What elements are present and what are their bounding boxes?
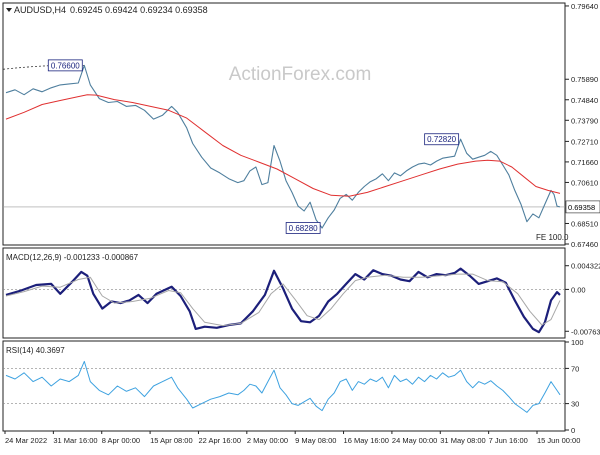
rsi-tick-label: 0 bbox=[571, 426, 575, 435]
price-level-label: 0.68280 bbox=[289, 224, 318, 233]
time-tick-label: 8 Apr 00:00 bbox=[102, 436, 140, 445]
dropdown-triangle-icon bbox=[6, 8, 12, 12]
rsi-series-layer bbox=[5, 360, 561, 413]
price-level-label-box bbox=[285, 222, 321, 234]
time-tick-label: 24 Mar 2022 bbox=[5, 436, 47, 445]
macd-title: MACD(12,26,9) -0.001233 -0.000867 bbox=[6, 253, 139, 262]
price-tick-label: 0.67460 bbox=[571, 240, 598, 249]
price-level-label: 0.72820 bbox=[427, 135, 456, 144]
rsi-tick-label: 30 bbox=[571, 400, 579, 409]
price-axis: 0.79640 0.75890 0.74840 0.73790 0.72710 0.716… bbox=[565, 2, 598, 249]
rsi-panel-frame bbox=[2, 340, 566, 432]
price-moving-average-line bbox=[5, 94, 561, 197]
current-price-line: 0.69358 bbox=[2, 64, 600, 214]
time-tick-label: 2 May 00:00 bbox=[247, 436, 288, 445]
price-level-label: 0.76600 bbox=[51, 61, 80, 70]
time-tick-label: 16 May 16:00 bbox=[344, 436, 389, 445]
rsi-rsi-line bbox=[5, 360, 561, 413]
price-annotations: 0.76600 0.72820 0.68280 bbox=[47, 59, 460, 234]
price-series-layer bbox=[5, 64, 561, 229]
price-level-label-box bbox=[424, 133, 460, 146]
price-tick-label: 0.74840 bbox=[571, 96, 598, 105]
time-tick-label: 31 Mar 16:00 bbox=[53, 436, 97, 445]
current-price-box bbox=[565, 200, 600, 214]
rsi-tick-label: 70 bbox=[571, 364, 579, 373]
macd-tick-label: 0.004322 bbox=[571, 262, 600, 271]
rsi-title: RSI(14) 40.3697 bbox=[6, 346, 65, 355]
price-tick-label: 0.73790 bbox=[571, 116, 598, 125]
rsi-axis: 100 70 30 0 bbox=[3, 338, 584, 435]
price-level-label-box bbox=[47, 59, 83, 72]
rsi-tick-label: 100 bbox=[571, 338, 584, 347]
price-tick-label: 0.72710 bbox=[571, 137, 598, 146]
time-tick-label: 15 Jun 00:00 bbox=[537, 436, 580, 445]
price-tick-label: 0.79640 bbox=[571, 2, 598, 11]
trend-dashed-line bbox=[2, 64, 85, 70]
time-tick-label: 24 May 00:00 bbox=[392, 436, 437, 445]
price-tick-label: 0.71660 bbox=[571, 158, 598, 167]
current-price-label: 0.69358 bbox=[568, 203, 595, 212]
time-axis: 24 Mar 2022 31 Mar 16:00 8 Apr 00:00 15 Apr… bbox=[4, 431, 580, 445]
price-tick-label: 0.68510 bbox=[571, 219, 598, 228]
macd-series-layer bbox=[5, 267, 561, 334]
price-price-line bbox=[5, 64, 561, 229]
price-tick-label: 0.70610 bbox=[571, 178, 598, 187]
time-tick-label: 31 May 08:00 bbox=[440, 436, 485, 445]
macd-signal-line bbox=[5, 273, 561, 327]
ohlc-quote: 0.69245 0.69424 0.69234 0.69358 bbox=[70, 5, 208, 15]
macd-tick-label: 0.00 bbox=[571, 285, 586, 294]
fe-label: FE 100.0 bbox=[536, 233, 569, 242]
time-tick-label: 9 May 08:00 bbox=[295, 436, 336, 445]
price-panel-frame bbox=[2, 2, 566, 246]
macd-panel-frame bbox=[2, 247, 566, 339]
time-tick-label: 7 Jun 16:00 bbox=[489, 436, 528, 445]
time-tick-label: 15 Apr 08:00 bbox=[150, 436, 193, 445]
symbol-label: AUDUSD,H4 bbox=[14, 5, 66, 15]
price-tick-label: 0.75890 bbox=[571, 75, 598, 84]
watermark: ActionForex.com bbox=[229, 64, 372, 85]
time-tick-label: 22 Apr 16:00 bbox=[198, 436, 241, 445]
macd-tick-label: -0.007638 bbox=[571, 327, 600, 336]
